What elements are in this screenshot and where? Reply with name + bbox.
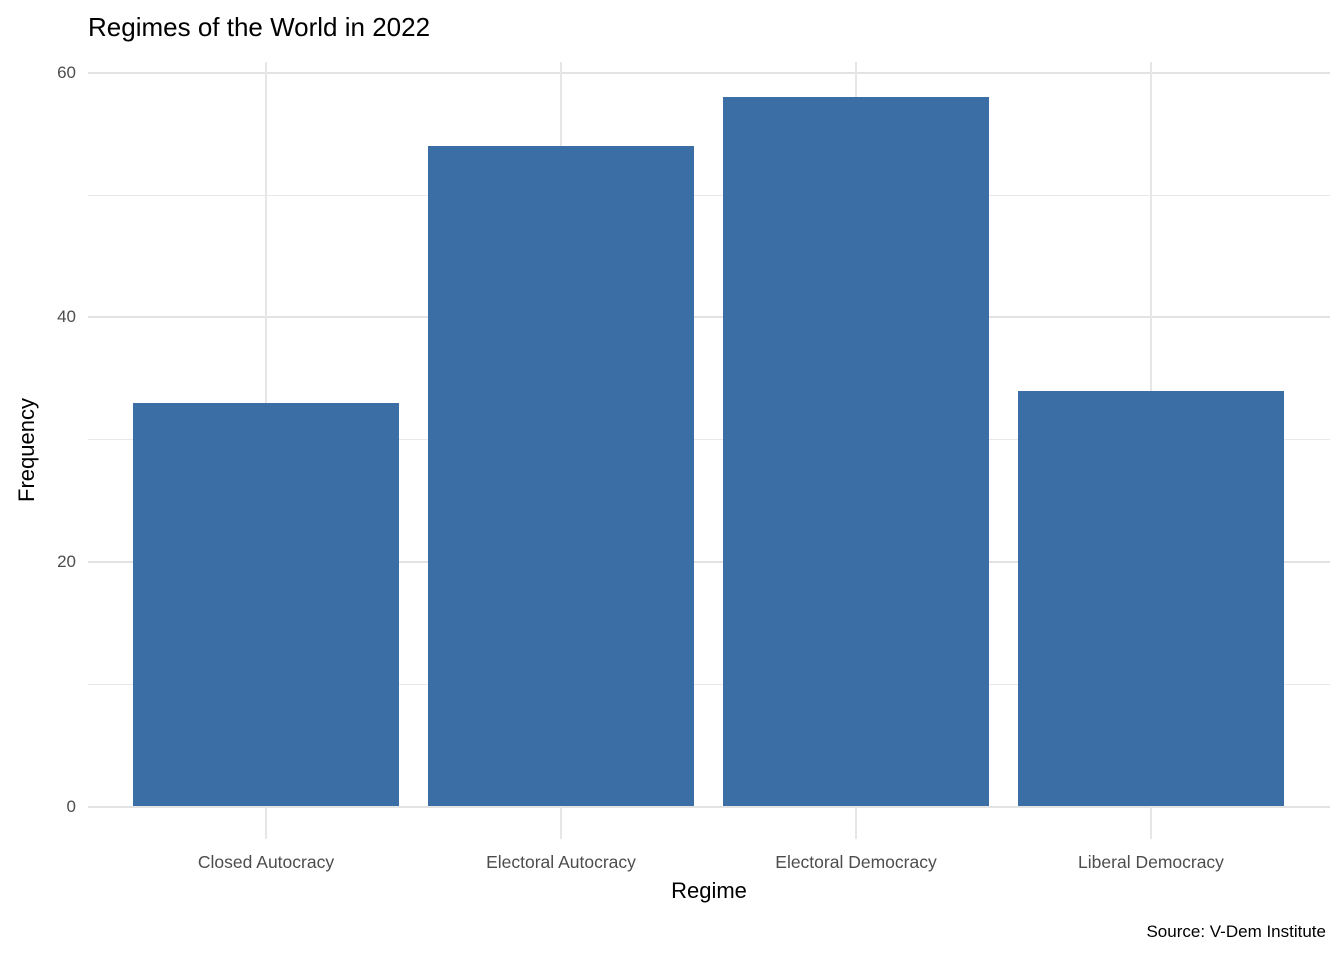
x-tick-label-liberal-democracy: Liberal Democracy [1078,852,1224,872]
bar-electoral-democracy [723,97,989,807]
gridline-minor-30 [88,439,1330,441]
bar-electoral-autocracy [428,146,694,807]
bar-liberal-democracy [1018,390,1284,807]
gridline-major-20 [88,560,1330,563]
gridline-minor-10 [88,683,1330,685]
y-tick-label-40: 40 [57,307,76,327]
x-tick-label-electoral-autocracy: Electoral Autocracy [486,852,636,872]
gridline-major-60 [88,71,1330,74]
gridline-major-0 [88,805,1330,808]
y-tick-label-0: 0 [66,796,76,816]
y-axis-title: Frequency [14,398,39,502]
x-tick-label-closed-autocracy: Closed Autocracy [197,852,335,872]
y-tick-label-20: 20 [57,551,76,571]
plot-panel [88,62,1330,839]
y-tick-label-60: 60 [57,62,76,82]
gridline-minor-50 [88,194,1330,196]
bar-closed-autocracy [133,402,399,807]
chart-title: Regimes of the World in 2022 [88,12,431,42]
x-tick-label-electoral-democracy: Electoral Democracy [775,852,937,872]
x-axis-title: Regime [671,878,747,903]
gridline-major-40 [88,316,1330,319]
source-caption: Source: V-Dem Institute [1146,922,1326,941]
